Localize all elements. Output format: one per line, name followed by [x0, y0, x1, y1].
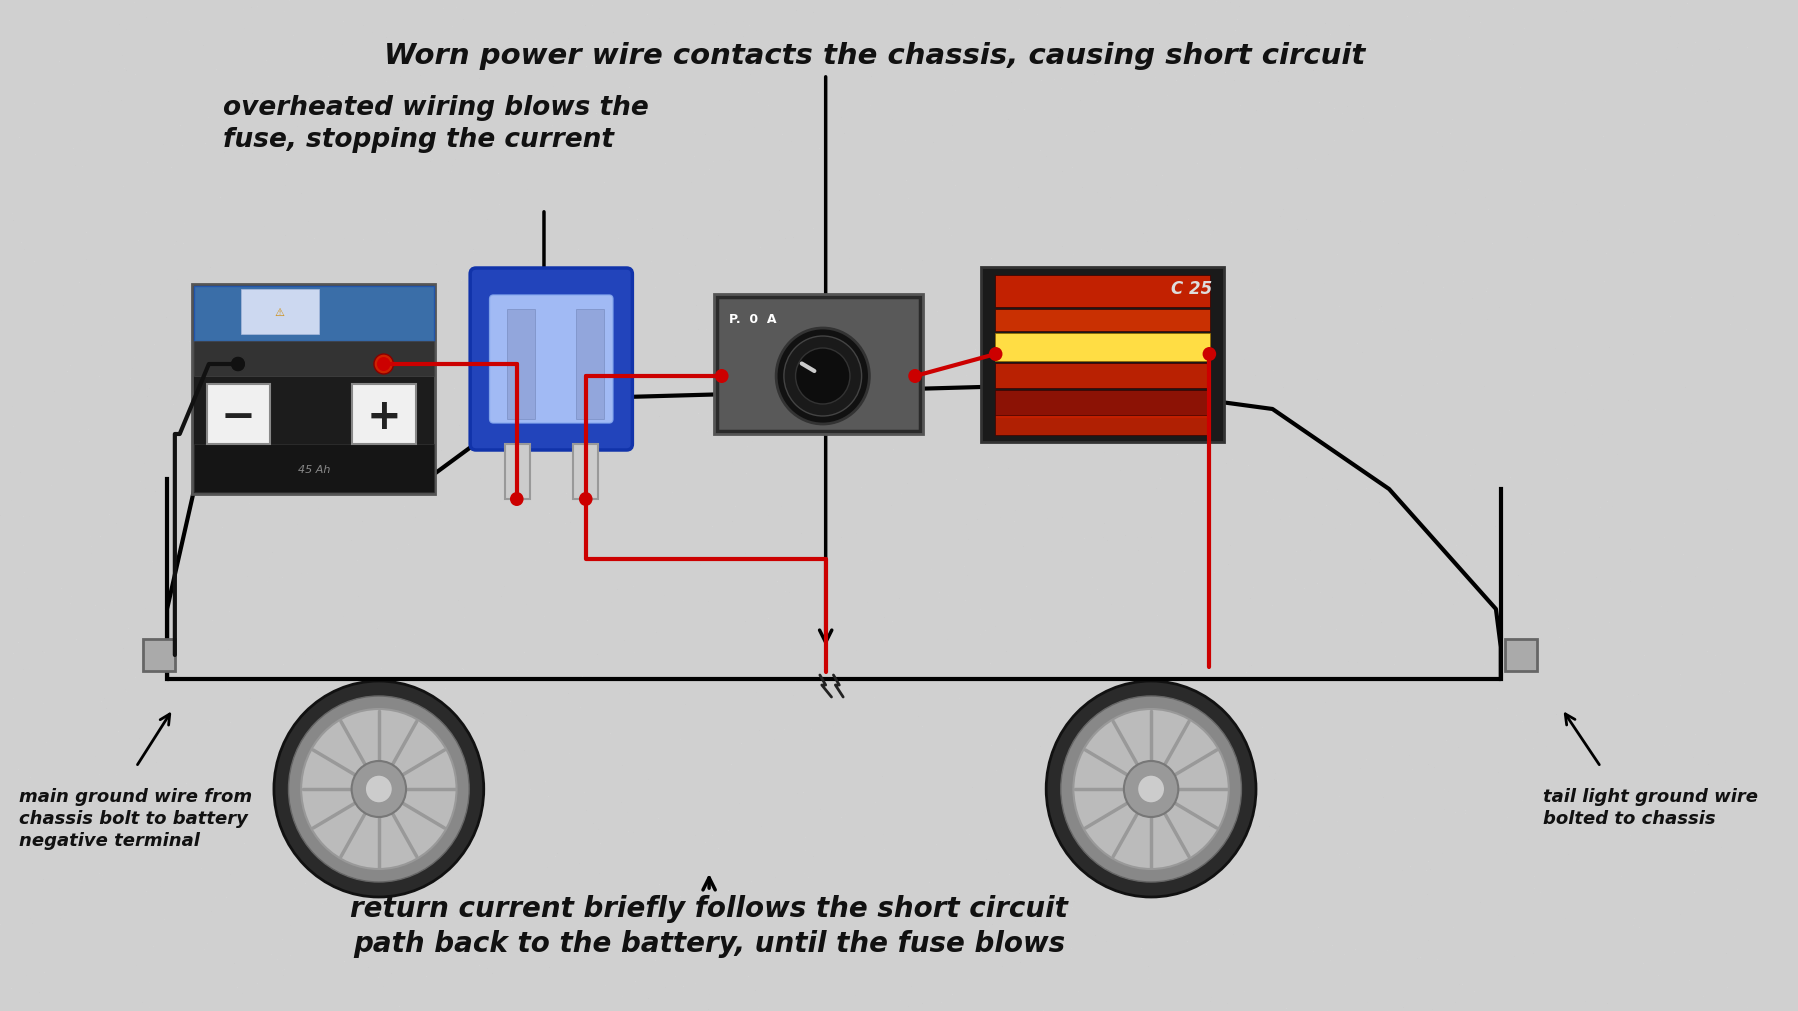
Circle shape [1073, 710, 1228, 869]
Circle shape [374, 355, 394, 375]
Circle shape [1201, 348, 1215, 362]
Text: 45 Ah: 45 Ah [297, 464, 329, 474]
Circle shape [579, 492, 592, 507]
FancyBboxPatch shape [469, 269, 633, 451]
Text: tail light ground wire
bolted to chassis: tail light ground wire bolted to chassis [1541, 788, 1757, 827]
Circle shape [288, 697, 469, 883]
Text: Worn power wire contacts the chassis, causing short circuit: Worn power wire contacts the chassis, ca… [383, 42, 1365, 70]
Text: +: + [367, 395, 401, 438]
Circle shape [273, 681, 484, 897]
Circle shape [714, 370, 728, 383]
FancyBboxPatch shape [489, 295, 613, 424]
Circle shape [378, 358, 390, 372]
FancyBboxPatch shape [980, 268, 1224, 443]
Circle shape [232, 358, 245, 372]
FancyBboxPatch shape [714, 294, 922, 435]
Text: C 25: C 25 [1170, 280, 1212, 297]
Circle shape [784, 337, 861, 417]
Text: P.  0  A: P. 0 A [728, 312, 775, 326]
FancyBboxPatch shape [994, 363, 1208, 389]
FancyBboxPatch shape [994, 275, 1208, 308]
Circle shape [775, 329, 868, 425]
FancyBboxPatch shape [994, 390, 1208, 419]
FancyBboxPatch shape [194, 444, 433, 492]
FancyBboxPatch shape [1505, 639, 1535, 671]
FancyBboxPatch shape [717, 299, 917, 430]
FancyBboxPatch shape [352, 384, 415, 445]
Circle shape [989, 348, 1001, 362]
FancyBboxPatch shape [575, 309, 602, 420]
Text: main ground wire from
chassis bolt to battery
negative terminal: main ground wire from chassis bolt to ba… [20, 788, 252, 849]
Circle shape [1061, 697, 1241, 883]
Circle shape [365, 775, 392, 803]
FancyBboxPatch shape [505, 444, 529, 499]
Text: −: − [221, 395, 255, 438]
FancyBboxPatch shape [207, 384, 270, 445]
Circle shape [351, 761, 406, 817]
Circle shape [509, 492, 523, 507]
Text: overheated wiring blows the
fuse, stopping the current: overheated wiring blows the fuse, stoppi… [223, 95, 649, 153]
Circle shape [230, 357, 246, 373]
FancyBboxPatch shape [144, 639, 174, 671]
Circle shape [795, 349, 849, 404]
Circle shape [1136, 775, 1163, 803]
FancyBboxPatch shape [194, 342, 433, 377]
Circle shape [1046, 681, 1255, 897]
FancyBboxPatch shape [994, 334, 1208, 362]
FancyBboxPatch shape [572, 444, 597, 499]
FancyBboxPatch shape [994, 416, 1208, 436]
FancyBboxPatch shape [192, 284, 435, 494]
Text: return current briefly follows the short circuit
path back to the battery, until: return current briefly follows the short… [351, 894, 1068, 956]
FancyBboxPatch shape [994, 309, 1208, 332]
FancyBboxPatch shape [994, 334, 1208, 362]
Circle shape [300, 710, 457, 869]
FancyBboxPatch shape [507, 309, 534, 420]
Circle shape [908, 370, 921, 383]
Circle shape [1124, 761, 1178, 817]
FancyBboxPatch shape [194, 286, 433, 342]
FancyBboxPatch shape [241, 289, 318, 335]
Text: ⚠: ⚠ [275, 307, 284, 317]
